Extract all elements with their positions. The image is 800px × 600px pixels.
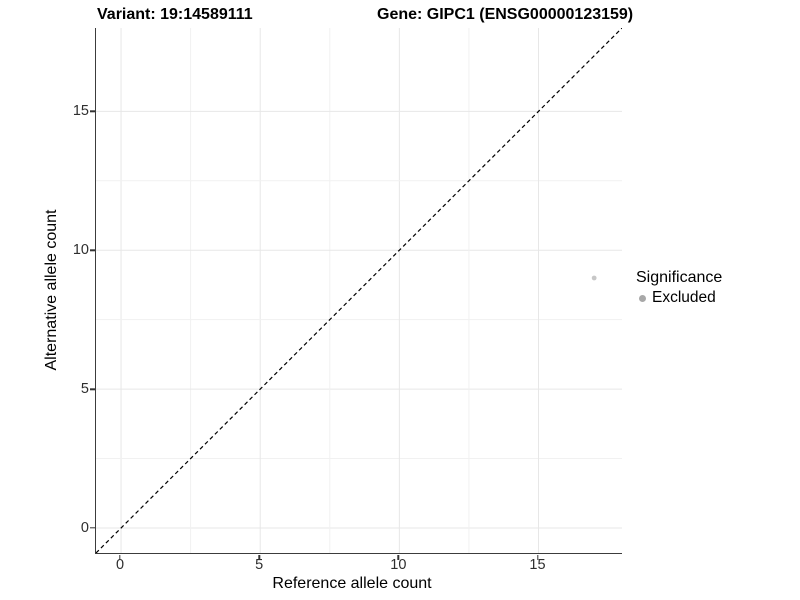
data-point xyxy=(591,275,597,281)
y-tick-mark xyxy=(90,388,95,390)
legend-title: Significance xyxy=(636,269,723,286)
x-tick-mark xyxy=(397,554,400,560)
plot-panel xyxy=(95,28,622,554)
legend-item-label: Excluded xyxy=(652,289,716,306)
y-tick-label: 5 xyxy=(80,381,89,398)
legend-key-dot xyxy=(639,294,646,302)
x-tick-mark xyxy=(119,554,121,560)
x-tick-mark xyxy=(258,554,260,560)
y-tick-mark xyxy=(90,110,95,113)
plot-title-variant: Variant: 19:14589111 xyxy=(97,6,253,23)
y-tick-mark xyxy=(90,527,95,529)
y-tick-label: 0 xyxy=(80,520,89,536)
y-tick-mark xyxy=(90,249,95,251)
x-tick-label: 15 xyxy=(529,557,546,573)
legend-item-excluded: Excluded xyxy=(636,289,722,307)
x-tick-label: 0 xyxy=(116,557,125,573)
identity-line xyxy=(96,28,622,553)
plot-title-gene: Gene: GIPC1 (ENSG00000123159) xyxy=(377,6,634,23)
x-tick-label: 5 xyxy=(255,557,264,573)
y-tick-label: 10 xyxy=(72,242,89,259)
plot-canvas xyxy=(96,28,622,553)
x-tick-mark xyxy=(536,554,539,560)
x-axis-title: Reference allele count xyxy=(272,575,432,592)
x-tick-label: 10 xyxy=(390,557,407,573)
y-axis-title: Alternative allele count xyxy=(43,209,60,371)
y-tick-label: 15 xyxy=(72,103,89,120)
legend: Significance Excluded xyxy=(636,268,722,307)
